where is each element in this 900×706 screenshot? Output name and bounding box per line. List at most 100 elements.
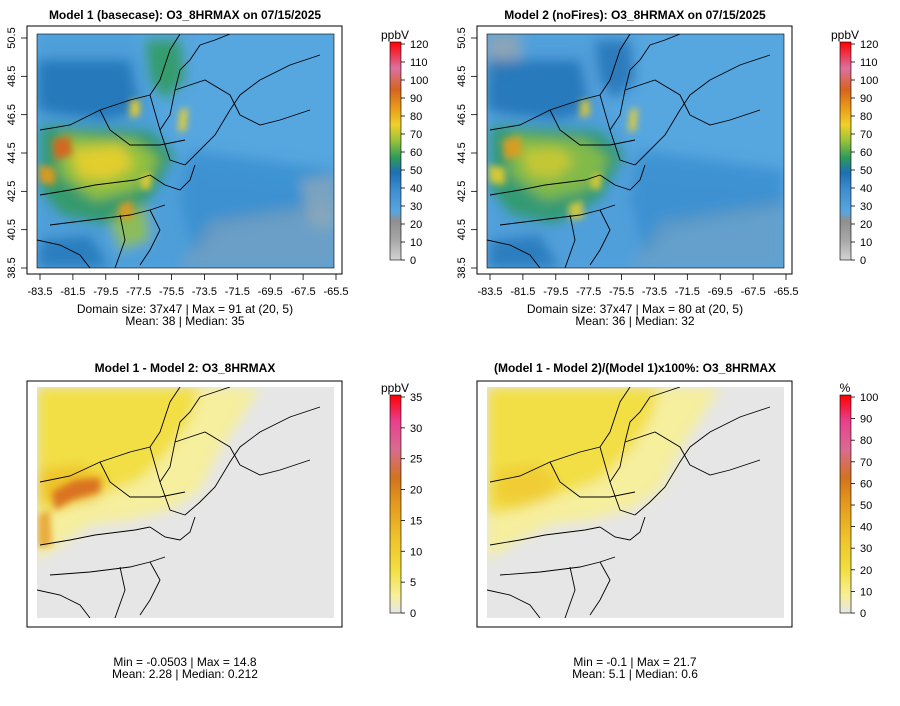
colorbar-tick-label: 110 bbox=[860, 57, 878, 69]
x-tick-label: -69.5 bbox=[258, 286, 283, 298]
panel-percent-difference: (Model 1 - Model 2)/(Model 1)x100%: O3_8… bbox=[476, 361, 879, 681]
colorbar-tick-label: 40 bbox=[860, 522, 872, 534]
plot-frame bbox=[476, 380, 793, 628]
colorbar-tick-label: 80 bbox=[860, 435, 872, 447]
colorbar-tick-labels: 0 10 20 30 40 50 60 70 80 90 100 bbox=[851, 392, 878, 620]
x-tick-label: -83.5 bbox=[27, 286, 52, 298]
x-tick-label: -83.5 bbox=[477, 286, 502, 298]
colorbar-tick-labels: 0 5 10 15 20 25 30 35 bbox=[401, 392, 422, 620]
x-tick-label: -71.5 bbox=[675, 286, 700, 298]
panel-title: Model 1 (basecase): O3_8HRMAX on 07/15/2… bbox=[49, 8, 321, 22]
colorbar-tick-label: 70 bbox=[860, 129, 872, 141]
colorbar-tick-label: 0 bbox=[860, 608, 866, 620]
stat-line-1: Domain size: 37x47 | Max = 80 at (20, 5) bbox=[527, 302, 743, 316]
y-tick-label: 44.5 bbox=[456, 142, 468, 163]
x-tick-labels: -83.5 -81.5 -79.5 -77.5 -75.5 -73.5 -71.5 -69.5… bbox=[477, 274, 799, 298]
y-tick-label: 46.5 bbox=[456, 104, 468, 125]
colorbar-tick-label: 0 bbox=[410, 608, 416, 620]
colorbar-tick-label: 60 bbox=[860, 147, 872, 159]
x-tick-label: -69.5 bbox=[708, 286, 733, 298]
panel-title: Model 1 - Model 2: O3_8HRMAX bbox=[95, 361, 276, 375]
colorbar-tick-label: 35 bbox=[410, 392, 422, 404]
stat-line-2: Mean: 36 | Median: 32 bbox=[575, 314, 695, 328]
x-tick-label: -79.5 bbox=[543, 286, 568, 298]
colorbar-tick-label: 30 bbox=[860, 543, 872, 555]
x-tick-label: -75.5 bbox=[609, 286, 634, 298]
panel-title: Model 2 (noFires): O3_8HRMAX on 07/15/20… bbox=[504, 8, 766, 22]
colorbar-tick-label: 20 bbox=[860, 219, 872, 231]
colorbar-unit: ppbV bbox=[381, 28, 409, 42]
stat-line-2: Mean: 5.1 | Median: 0.6 bbox=[572, 667, 698, 681]
x-tick-label: -67.5 bbox=[291, 286, 316, 298]
x-tick-labels: -83.5 -81.5 -79.5 -77.5 -75.5 -73.5 -71.5 -69.5… bbox=[27, 274, 349, 298]
heatmap-field bbox=[487, 34, 784, 268]
colorbar-tick-label: 20 bbox=[410, 219, 422, 231]
colorbar-tick-label: 10 bbox=[410, 237, 422, 249]
colorbar-unit: ppbV bbox=[831, 28, 859, 42]
colorbar-tick-label: 5 bbox=[410, 577, 416, 589]
plot-frame bbox=[26, 380, 343, 628]
colorbar-tick-label: 50 bbox=[860, 165, 872, 177]
stat-line-1: Min = -0.0503 | Max = 14.8 bbox=[113, 655, 257, 669]
panel-model2: Model 2 (noFires): O3_8HRMAX on 07/15/20… bbox=[456, 8, 878, 328]
heatmap-field bbox=[37, 34, 334, 268]
y-tick-label: 50.5 bbox=[6, 27, 18, 48]
x-tick-label: -73.5 bbox=[192, 286, 217, 298]
colorbar-tick-label: 30 bbox=[860, 201, 872, 213]
x-axis: -83.5 -81.5 -79.5 -77.5 -75.5 -73.5 -71.5 -69.5… bbox=[27, 273, 349, 298]
y-tick-label: 38.5 bbox=[6, 257, 18, 278]
x-tick-label: -77.5 bbox=[576, 286, 601, 298]
panel-title: (Model 1 - Model 2)/(Model 1)x100%: O3_8… bbox=[494, 361, 776, 375]
y-tick-label: 40.5 bbox=[6, 219, 18, 240]
stat-line-2: Mean: 38 | Median: 35 bbox=[125, 314, 245, 328]
y-tick-labels: 38.5 40.5 42.5 44.5 46.5 48.5 50.5 bbox=[456, 27, 477, 279]
stat-line-2: Mean: 2.28 | Median: 0.212 bbox=[112, 667, 258, 681]
colorbar-tick-label: 0 bbox=[860, 255, 866, 267]
x-tick-label: -75.5 bbox=[159, 286, 184, 298]
x-tick-label: -71.5 bbox=[225, 286, 250, 298]
y-tick-label: 48.5 bbox=[456, 66, 468, 87]
colorbar-tick-label: 20 bbox=[410, 485, 422, 497]
colorbar-tick-label: 25 bbox=[410, 454, 422, 466]
y-tick-label: 40.5 bbox=[456, 219, 468, 240]
colorbar-tick-label: 90 bbox=[410, 93, 422, 105]
colorbar-tick-labels: 0 10 20 30 40 50 60 70 80 90 100 110 120 bbox=[401, 39, 428, 267]
stat-line-1: Min = -0.1 | Max = 21.7 bbox=[573, 655, 697, 669]
colorbar-tick-label: 60 bbox=[860, 478, 872, 490]
colorbar-tick-label: 80 bbox=[860, 111, 872, 123]
heatmap-field bbox=[37, 387, 334, 618]
colorbar: ppbV 0 5 10 15 20 25 30 35 bbox=[381, 381, 422, 620]
colorbar-tick-label: 50 bbox=[860, 500, 872, 512]
colorbar: ppbV 0 10 20 30 40 50 60 70 80 90 100 110 120 bbox=[831, 28, 878, 267]
colorbar-tick-label: 50 bbox=[410, 165, 422, 177]
panel-difference: Model 1 - Model 2: O3_8HRMAX bbox=[26, 361, 422, 681]
colorbar-tick-label: 120 bbox=[410, 39, 428, 51]
x-tick-label: -67.5 bbox=[741, 286, 766, 298]
colorbar-tick-label: 60 bbox=[410, 147, 422, 159]
x-axis: -83.5 -81.5 -79.5 -77.5 -75.5 -73.5 -71.5 -69.5… bbox=[477, 273, 799, 298]
colorbar: % 0 10 20 30 40 50 60 70 80 90 100 bbox=[840, 381, 879, 620]
colorbar-tick-label: 30 bbox=[410, 201, 422, 213]
x-tick-label: -81.5 bbox=[60, 286, 85, 298]
heatmap-field bbox=[487, 387, 784, 618]
colorbar-tick-label: 90 bbox=[860, 414, 872, 426]
colorbar-tick-label: 10 bbox=[410, 546, 422, 558]
x-tick-label: -65.5 bbox=[773, 286, 798, 298]
y-tick-label: 44.5 bbox=[6, 142, 18, 163]
colorbar-tick-label: 15 bbox=[410, 515, 422, 527]
colorbar-tick-label: 120 bbox=[860, 39, 878, 51]
colorbar-tick-label: 40 bbox=[410, 183, 422, 195]
y-tick-label: 42.5 bbox=[6, 181, 18, 202]
y-tick-label: 38.5 bbox=[456, 257, 468, 278]
colorbar-tick-label: 10 bbox=[860, 586, 872, 598]
colorbar-tick-label: 100 bbox=[410, 75, 428, 87]
panel-model1: Model 1 (basecase): O3_8HRMAX on 07/15/2… bbox=[6, 8, 428, 328]
colorbar-unit: % bbox=[840, 381, 851, 395]
y-tick-labels: 38.5 40.5 42.5 44.5 46.5 48.5 50.5 bbox=[6, 27, 27, 279]
colorbar-tick-label: 100 bbox=[860, 75, 878, 87]
y-axis: 38.5 40.5 42.5 44.5 46.5 48.5 50.5 bbox=[6, 27, 28, 279]
y-tick-label: 42.5 bbox=[456, 181, 468, 202]
colorbar-tick-label: 70 bbox=[410, 129, 422, 141]
x-tick-label: -77.5 bbox=[126, 286, 151, 298]
